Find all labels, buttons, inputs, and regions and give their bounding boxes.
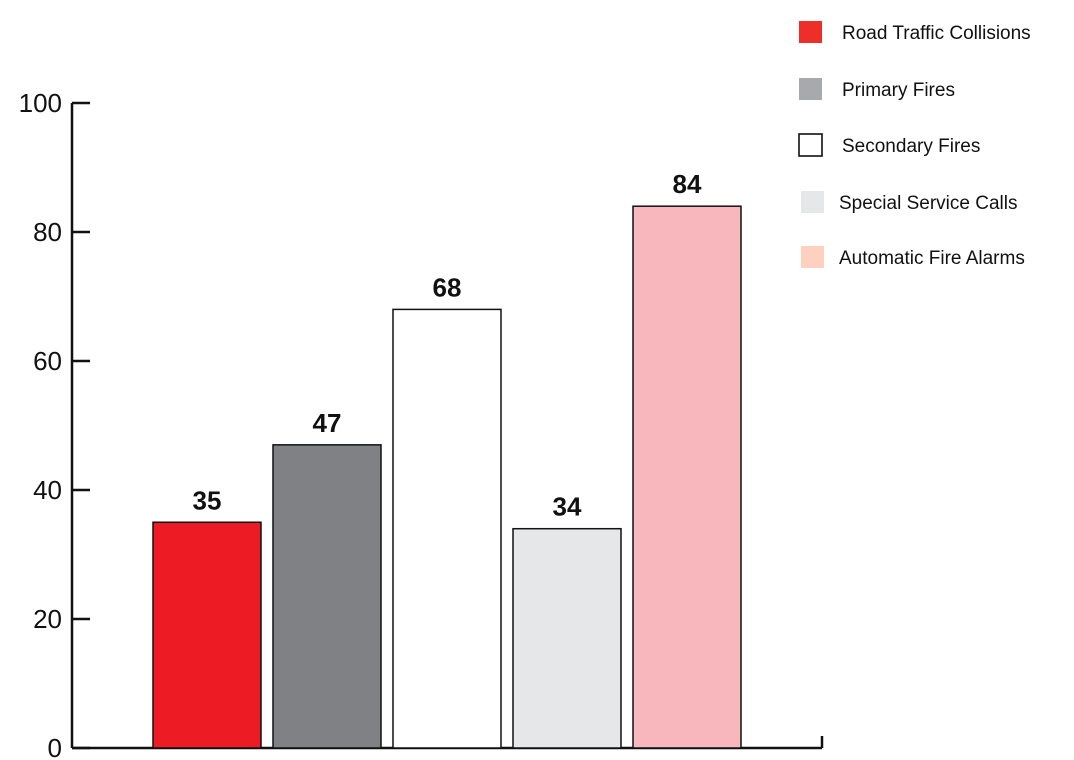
y-tick-label: 80 [33, 217, 62, 247]
legend-label-3: Secondary Fires [842, 136, 980, 157]
legend-swatch-4 [801, 191, 824, 213]
bar-3 [392, 308, 502, 749]
data-label-2: 47 [313, 408, 342, 438]
legend-swatch-1 [799, 21, 822, 43]
y-tick-label: 40 [33, 475, 62, 505]
bar-5 [632, 205, 742, 749]
legend-label-4: Special Service Calls [839, 193, 1017, 214]
data-label-1: 35 [193, 485, 222, 515]
legend-swatch-3 [798, 133, 823, 157]
data-label-5: 84 [673, 169, 702, 199]
legend-label-5: Automatic Fire Alarms [839, 248, 1025, 269]
data-labels: 35 47 68 34 84 [193, 169, 702, 522]
y-ticks: 0 20 40 60 80 100 [19, 88, 90, 760]
bar-4 [512, 527, 622, 749]
y-tick-label: 100 [19, 88, 62, 118]
legend-swatch-5 [801, 246, 824, 268]
y-tick-label: 60 [33, 346, 62, 376]
y-tick-label: 0 [48, 733, 62, 760]
bar-1 [152, 521, 262, 749]
y-tick-label: 20 [33, 604, 62, 634]
bar-2 [272, 444, 382, 749]
legend-label-2: Primary Fires [842, 80, 955, 101]
data-label-4: 34 [553, 492, 582, 522]
legend-swatch-2 [799, 78, 822, 100]
data-label-3: 68 [433, 272, 462, 302]
legend-label-1: Road Traffic Collisions [842, 23, 1031, 44]
legend: Road Traffic Collisions Primary Fires Seco… [798, 21, 1031, 269]
bars [152, 205, 742, 749]
